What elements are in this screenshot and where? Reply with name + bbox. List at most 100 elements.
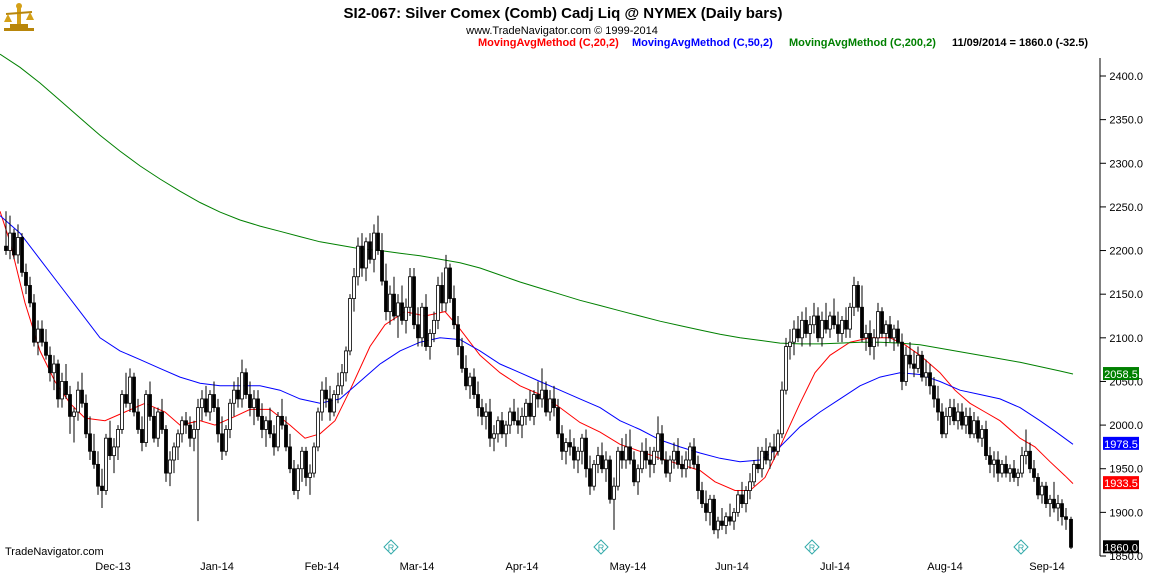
ma-line-50 (0, 215, 1074, 463)
candle-body (192, 429, 196, 439)
x-axis-ticks: Dec-13 Jan-14 Feb-14 Mar-14 Apr-14 May-14 Jun-… (95, 561, 1064, 573)
candle-body (660, 433, 664, 461)
candle-body (244, 372, 248, 395)
candle-body (508, 411, 512, 426)
candle-body (72, 411, 76, 417)
candle-body (356, 245, 360, 278)
candle-body (984, 429, 988, 457)
candle-body (196, 407, 200, 430)
candle-body (148, 394, 152, 417)
candle-body (1004, 463, 1008, 474)
candle-body (664, 459, 668, 474)
candle-body (156, 411, 160, 439)
candle-body (460, 346, 464, 369)
candle-body (212, 394, 216, 409)
candle-body (108, 437, 112, 457)
candle-body (228, 402, 232, 430)
candle-body (528, 402, 532, 417)
rollover-label: R (1018, 543, 1025, 553)
candle-body (624, 446, 628, 461)
candle-body (504, 424, 508, 435)
candle-body (296, 468, 300, 491)
candle-body (856, 285, 860, 308)
candle-body (28, 285, 32, 304)
candle-body (732, 511, 736, 522)
candle-body (468, 376, 472, 387)
last-price-info: 11/09/2014 = 1860.0 (-32.5) (952, 37, 1088, 49)
candle-body (436, 285, 440, 321)
candle-body (360, 245, 364, 269)
candle-body (916, 354, 920, 369)
x-tick-label: Feb-14 (305, 561, 340, 573)
candle-body (740, 494, 744, 505)
candle-body (520, 415, 524, 426)
candle-body (4, 245, 8, 251)
candle-body (32, 302, 36, 343)
value-label-text: 2058.5 (1104, 369, 1138, 381)
candle-body (880, 311, 884, 334)
candle-body (232, 389, 236, 404)
y-tick-label: 2150.0 (1109, 289, 1143, 301)
candle-body (48, 354, 52, 374)
candle-body (896, 328, 900, 343)
candle-body (452, 298, 456, 326)
value-label-text: 1860.0 (1104, 542, 1138, 554)
candle-body (876, 311, 880, 339)
candle-body (240, 372, 244, 400)
candle-body (556, 407, 560, 435)
candle-body (652, 450, 656, 465)
candle-body (36, 328, 40, 343)
candle-body (968, 415, 972, 435)
candle-body (904, 354, 908, 382)
candle-body (416, 324, 420, 339)
candle-body (384, 280, 388, 313)
value-label-box (1103, 540, 1139, 554)
candle-body (496, 420, 500, 435)
candle-body (368, 241, 372, 260)
candle-body (96, 463, 100, 487)
candle-body (836, 324, 840, 334)
candle-body (800, 319, 804, 339)
candle-body (392, 293, 396, 317)
candle-body (152, 415, 156, 439)
candle-body (852, 285, 856, 308)
candle-body (1060, 503, 1064, 518)
candle-body (572, 446, 576, 461)
candle-body (448, 267, 452, 299)
candle-body (364, 241, 368, 269)
candle-body (720, 520, 724, 526)
candle-body (396, 302, 400, 317)
rollover-icon: R (1013, 539, 1029, 555)
candle-body (8, 232, 12, 251)
candle-body (476, 394, 480, 409)
candle-body (960, 411, 964, 426)
value-label-box (1103, 436, 1139, 450)
candle-body (684, 459, 688, 470)
candle-body (860, 306, 864, 339)
candle-body (220, 433, 224, 452)
candle-body (992, 459, 996, 465)
candle-body (1036, 477, 1040, 496)
candle-body (288, 446, 292, 470)
candle-body (304, 450, 308, 478)
candle-body (140, 429, 144, 443)
candle-body (492, 433, 496, 439)
candle-body (184, 420, 188, 426)
candle-body (972, 420, 976, 435)
x-tick-label: Sep-14 (1029, 561, 1064, 573)
candle-body (424, 306, 428, 347)
candle-body (68, 394, 72, 417)
candle-body (728, 516, 732, 522)
candle-body (24, 271, 28, 286)
candle-body (956, 411, 960, 422)
candle-body (272, 433, 276, 448)
candle-body (44, 341, 48, 356)
candle-body (320, 389, 324, 413)
rollover-diamond (1013, 539, 1029, 555)
candle-body (256, 398, 260, 417)
candle-body (832, 315, 836, 326)
candle-body (52, 363, 56, 374)
candle-body (780, 389, 784, 435)
candle-body (948, 407, 952, 417)
candle-body (796, 328, 800, 339)
